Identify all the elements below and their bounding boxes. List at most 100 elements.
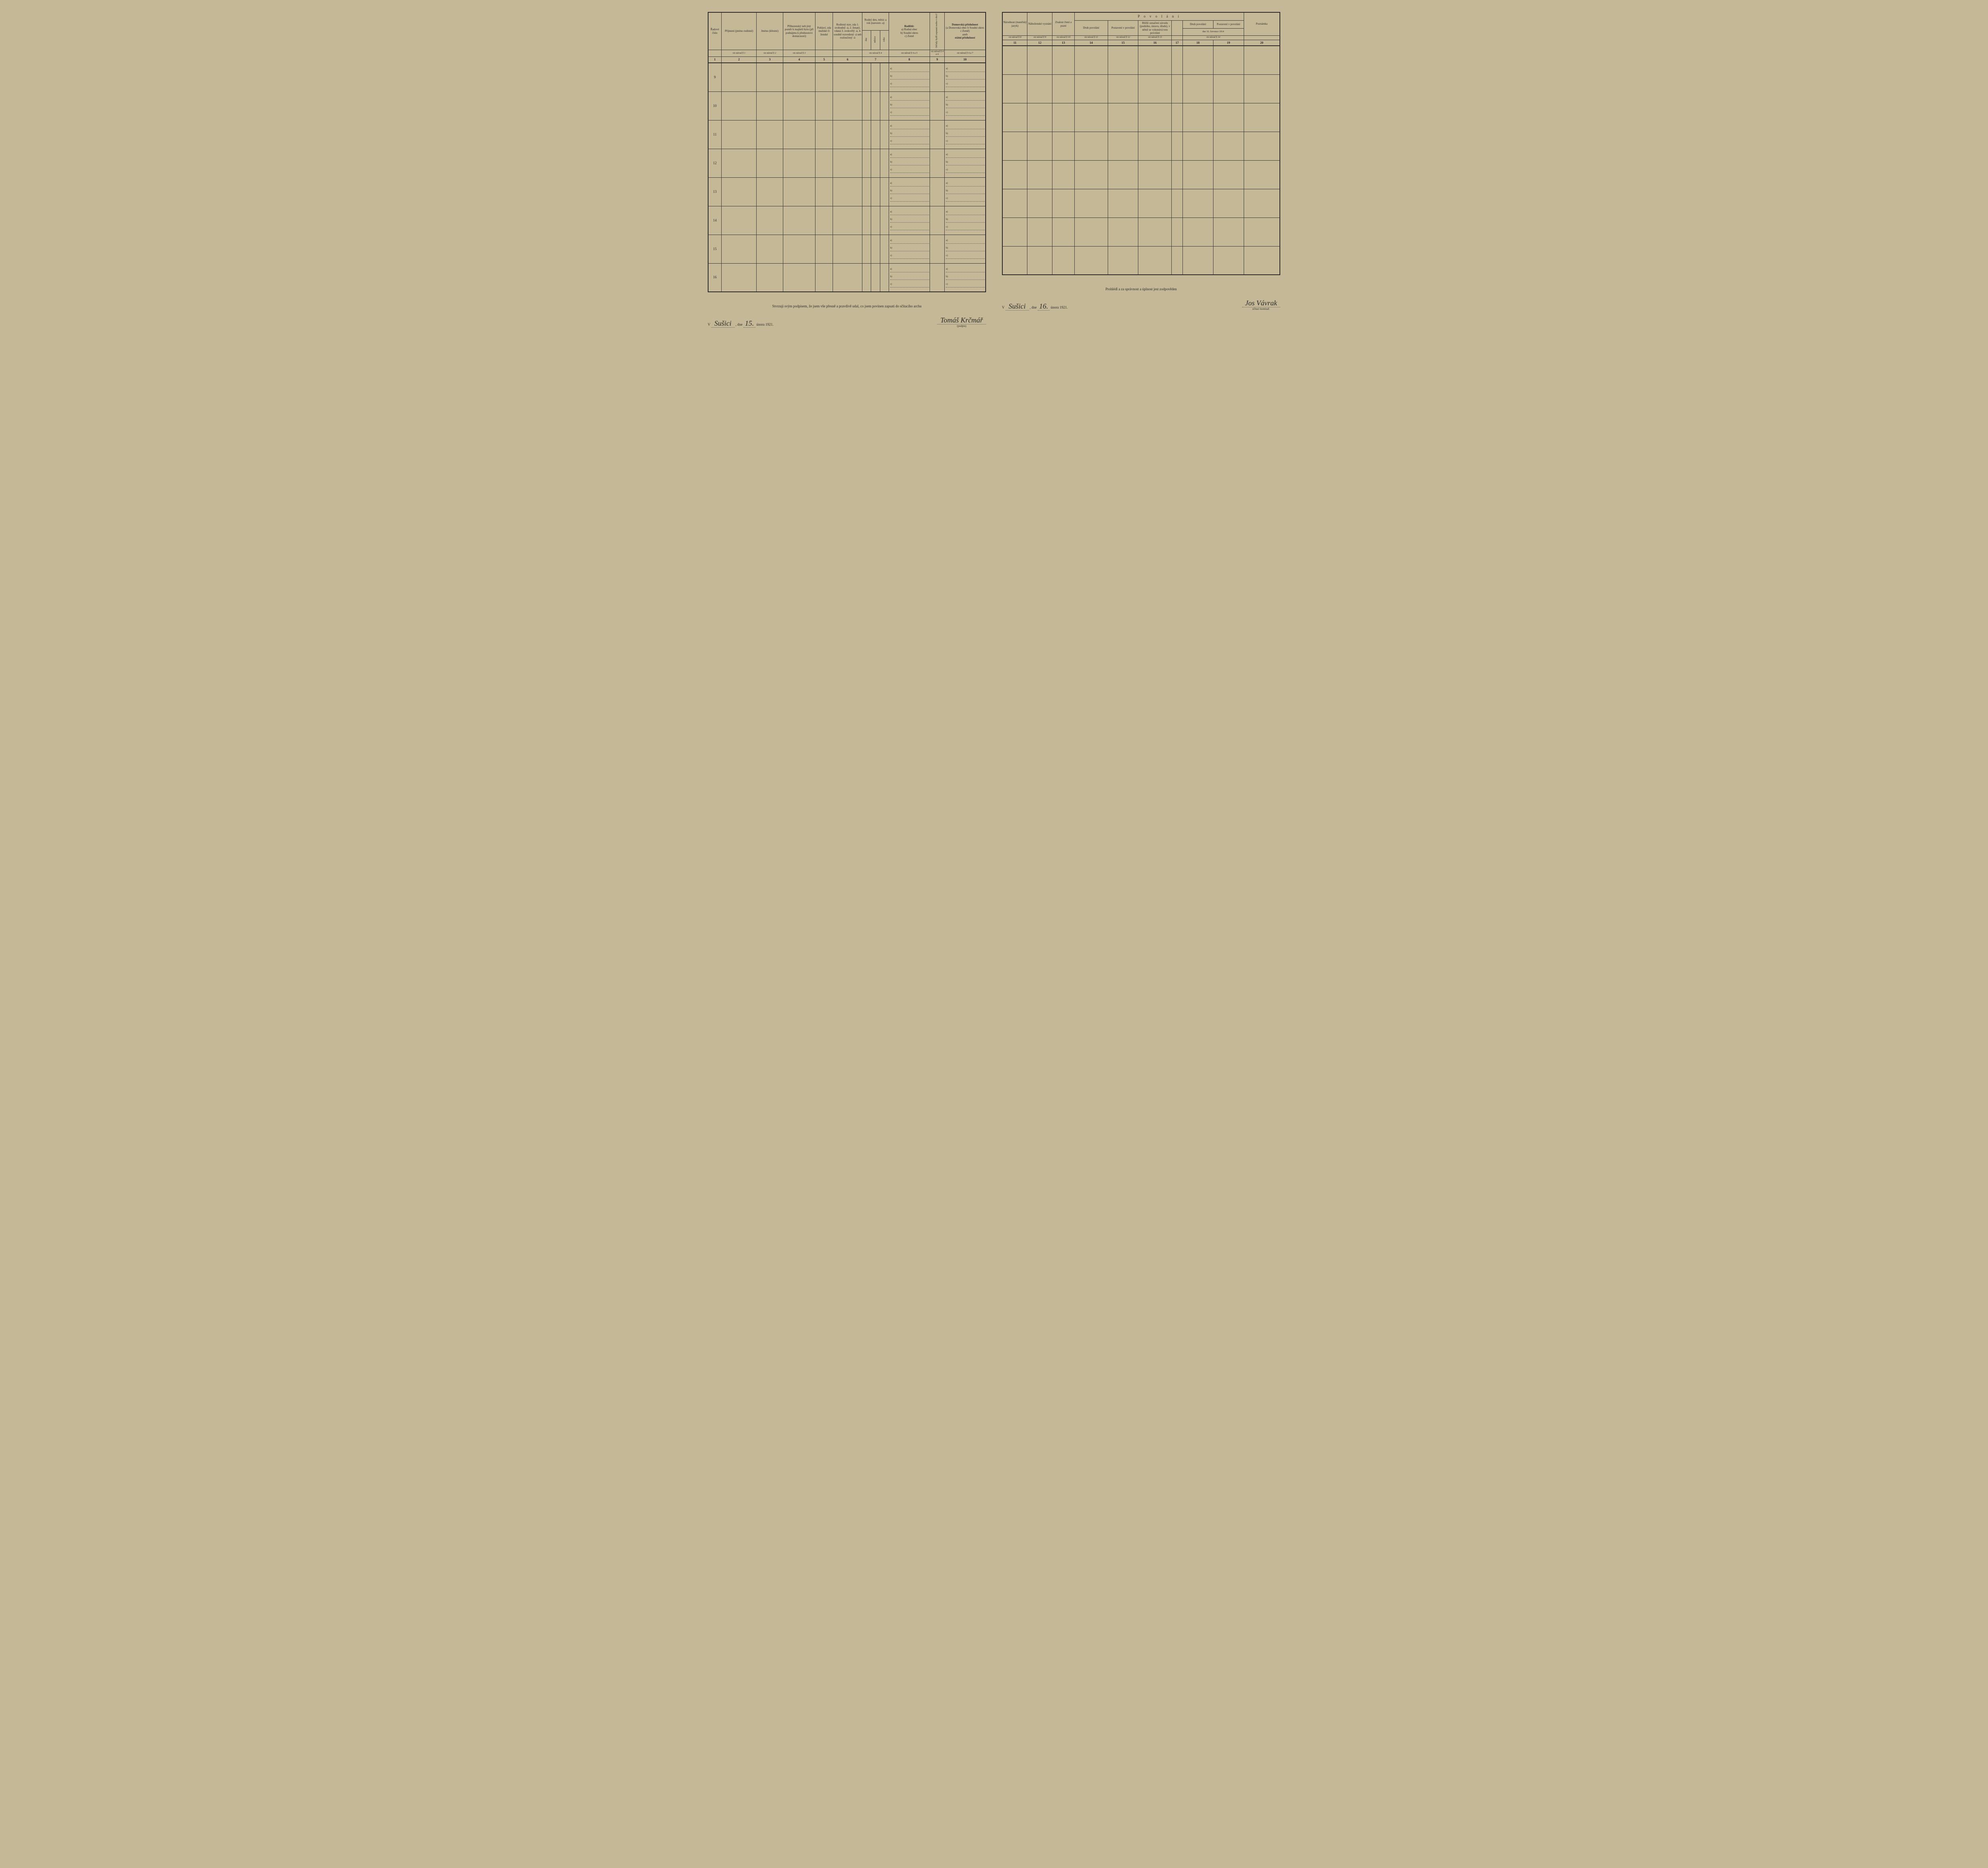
cell <box>1244 189 1280 217</box>
table-row <box>1002 217 1280 246</box>
cell <box>871 263 880 292</box>
cell <box>880 63 889 91</box>
table-row: 16a)b)c)a)b)c) <box>708 263 986 292</box>
cell <box>871 149 880 177</box>
place-handwritten: Sušici <box>711 319 735 328</box>
birthplace-cell: a)b)c) <box>889 177 930 206</box>
cell <box>1183 246 1213 275</box>
cell <box>930 177 945 206</box>
cell <box>1108 246 1138 275</box>
cell <box>1172 217 1183 246</box>
cell <box>1027 74 1052 103</box>
col-header-3: Jméno (křestní) <box>757 12 783 50</box>
signature-handwritten: Tomáš Krčmář <box>937 316 986 324</box>
cell <box>1074 132 1108 160</box>
footer-left: Stvrzuji svým podpisem, že jsem vše přes… <box>708 304 986 328</box>
col-header-16: Bližší označení závodu (podniku, ústavu,… <box>1138 20 1172 36</box>
cell <box>1138 132 1172 160</box>
cell <box>880 177 889 206</box>
cell <box>880 235 889 263</box>
cell <box>815 91 833 120</box>
cell <box>783 263 815 292</box>
cell <box>862 235 871 263</box>
col-num: 8 <box>889 57 930 63</box>
cell <box>880 91 889 120</box>
cell <box>1138 46 1172 74</box>
cell <box>871 235 880 263</box>
col-header-7c: roku <box>880 30 889 50</box>
signature-label: sčítací komisař. <box>1242 307 1280 311</box>
cell <box>1138 74 1172 103</box>
col-num: 5 <box>815 57 833 63</box>
signature-block: Jos Vávrak sčítací komisař. <box>1242 299 1280 311</box>
col-header-8b: b) Soudní okres <box>889 31 929 35</box>
cell <box>783 120 815 149</box>
col-header-5: Pohlaví, zda mužské či ženské <box>815 12 833 50</box>
row-number: 9 <box>708 63 721 91</box>
table-row <box>1002 189 1280 217</box>
cell <box>1244 103 1280 132</box>
cell <box>1213 74 1244 103</box>
col-num: 15 <box>1108 40 1138 46</box>
col-num: 11 <box>1002 40 1027 46</box>
cell <box>721 120 757 149</box>
cell <box>1213 246 1244 275</box>
cell <box>815 235 833 263</box>
col-header-2: Příjmení (jméno rodinné) <box>721 12 757 50</box>
col-num: 1 <box>708 57 721 63</box>
col-header-8a: a) Rodná obec <box>889 28 929 31</box>
cell <box>871 206 880 235</box>
cell <box>871 91 880 120</box>
place-handwritten: Sušici <box>1006 302 1029 311</box>
cell <box>1213 217 1244 246</box>
cell <box>783 91 815 120</box>
cell <box>721 63 757 91</box>
cell <box>1002 189 1027 217</box>
cell <box>815 149 833 177</box>
cell <box>930 63 945 91</box>
cell <box>1052 46 1075 74</box>
cell <box>880 263 889 292</box>
table-row: 10a)b)c)a)b)c) <box>708 91 986 120</box>
domicile-cell: a)b)c) <box>945 149 986 177</box>
cell <box>862 91 871 120</box>
cell <box>1138 217 1172 246</box>
cell <box>1108 46 1138 74</box>
ref-cell: viz návod § 2 <box>757 50 783 57</box>
cell <box>1027 103 1052 132</box>
col-num: 17 <box>1172 40 1183 46</box>
cell <box>757 91 783 120</box>
cell <box>1183 132 1213 160</box>
cell <box>1002 246 1027 275</box>
col-header-19: Postavení v povolání <box>1213 20 1244 28</box>
ref-cell: viz návod § 10 <box>1052 36 1075 40</box>
cell <box>862 120 871 149</box>
cell <box>833 177 862 206</box>
cell <box>1027 246 1052 275</box>
row-number: 10 <box>708 91 721 120</box>
cell <box>930 206 945 235</box>
signature-block: Tomáš Krčmář (podpis) <box>937 316 986 328</box>
day-handwritten: 16. <box>1038 302 1050 311</box>
cell <box>1213 189 1244 217</box>
census-table-left: Řadové číslo Příjmení (jméno rodinné) Jm… <box>708 12 986 292</box>
ref-cell <box>1244 36 1280 40</box>
cell <box>1074 74 1108 103</box>
ref-cell: viz návod § 9 <box>1027 36 1052 40</box>
cell <box>862 63 871 91</box>
day-handwritten: 15. <box>744 319 756 328</box>
cell <box>815 263 833 292</box>
signature-label: (podpis) <box>937 324 986 328</box>
ref-cell: viz návod § 4 <box>862 50 889 57</box>
cell <box>1172 189 1183 217</box>
birthplace-cell: a)b)c) <box>889 263 930 292</box>
col-num: 12 <box>1027 40 1052 46</box>
cell <box>1172 132 1183 160</box>
col-header-9: Od kdy bydlí zapsaná osoba v obci? <box>930 12 945 50</box>
cell <box>1244 132 1280 160</box>
ref-cell: viz návod § 1 <box>721 50 757 57</box>
table-row <box>1002 246 1280 275</box>
cell <box>862 177 871 206</box>
domicile-cell: a)b)c) <box>945 235 986 263</box>
domicile-cell: a)b)c) <box>945 63 986 91</box>
